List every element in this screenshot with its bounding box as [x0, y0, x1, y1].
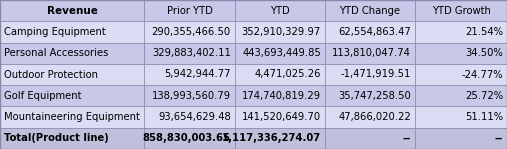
- Text: YTD Growth: YTD Growth: [431, 6, 491, 16]
- Text: 93,654,629.48: 93,654,629.48: [158, 112, 231, 122]
- Bar: [415, 85, 507, 106]
- Text: YTD Change: YTD Change: [340, 6, 401, 16]
- Text: 47,866,020.22: 47,866,020.22: [339, 112, 411, 122]
- Text: 174,740,819.29: 174,740,819.29: [242, 91, 321, 101]
- Text: --: --: [403, 133, 411, 143]
- Text: 1,117,336,274.07: 1,117,336,274.07: [222, 133, 321, 143]
- Bar: [415, 21, 507, 43]
- Text: Mountaineering Equipment: Mountaineering Equipment: [4, 112, 140, 122]
- Bar: [235, 85, 325, 106]
- Text: 5,942,944.77: 5,942,944.77: [164, 69, 231, 80]
- Bar: [325, 43, 415, 64]
- Bar: [325, 64, 415, 85]
- Bar: [144, 0, 235, 21]
- Bar: [144, 128, 235, 149]
- Text: 51.11%: 51.11%: [465, 112, 503, 122]
- Bar: [144, 85, 235, 106]
- Text: 25.72%: 25.72%: [465, 91, 503, 101]
- Bar: [235, 106, 325, 128]
- Bar: [235, 21, 325, 43]
- Text: 141,520,649.70: 141,520,649.70: [242, 112, 321, 122]
- Bar: [0, 106, 144, 128]
- Text: Outdoor Protection: Outdoor Protection: [4, 69, 98, 80]
- Text: 34.50%: 34.50%: [465, 48, 503, 58]
- Text: 21.54%: 21.54%: [465, 27, 503, 37]
- Text: 329,883,402.11: 329,883,402.11: [152, 48, 231, 58]
- Text: Golf Equipment: Golf Equipment: [4, 91, 82, 101]
- Bar: [0, 43, 144, 64]
- Text: Prior YTD: Prior YTD: [167, 6, 212, 16]
- Text: Total(Product line): Total(Product line): [4, 133, 109, 143]
- Bar: [144, 21, 235, 43]
- Text: Personal Accessories: Personal Accessories: [4, 48, 108, 58]
- Text: YTD: YTD: [270, 6, 289, 16]
- Bar: [415, 64, 507, 85]
- Text: 290,355,466.50: 290,355,466.50: [152, 27, 231, 37]
- Text: --: --: [495, 133, 503, 143]
- Bar: [235, 0, 325, 21]
- Bar: [325, 0, 415, 21]
- Text: 138,993,560.79: 138,993,560.79: [152, 91, 231, 101]
- Bar: [0, 128, 144, 149]
- Bar: [415, 43, 507, 64]
- Text: 62,554,863.47: 62,554,863.47: [339, 27, 411, 37]
- Bar: [415, 106, 507, 128]
- Bar: [325, 85, 415, 106]
- Bar: [325, 128, 415, 149]
- Bar: [144, 43, 235, 64]
- Bar: [0, 21, 144, 43]
- Bar: [144, 64, 235, 85]
- Bar: [0, 64, 144, 85]
- Text: 35,747,258.50: 35,747,258.50: [339, 91, 411, 101]
- Text: 352,910,329.97: 352,910,329.97: [242, 27, 321, 37]
- Text: 443,693,449.85: 443,693,449.85: [242, 48, 321, 58]
- Bar: [0, 0, 144, 21]
- Bar: [235, 128, 325, 149]
- Text: -1,471,919.51: -1,471,919.51: [341, 69, 411, 80]
- Text: Revenue: Revenue: [47, 6, 98, 16]
- Bar: [415, 0, 507, 21]
- Bar: [235, 43, 325, 64]
- Text: Camping Equipment: Camping Equipment: [4, 27, 106, 37]
- Text: 4,471,025.26: 4,471,025.26: [255, 69, 321, 80]
- Text: -24.77%: -24.77%: [461, 69, 503, 80]
- Text: 858,830,003.65: 858,830,003.65: [142, 133, 231, 143]
- Bar: [235, 64, 325, 85]
- Bar: [144, 106, 235, 128]
- Bar: [0, 85, 144, 106]
- Bar: [325, 106, 415, 128]
- Bar: [325, 21, 415, 43]
- Text: 113,810,047.74: 113,810,047.74: [332, 48, 411, 58]
- Bar: [415, 128, 507, 149]
